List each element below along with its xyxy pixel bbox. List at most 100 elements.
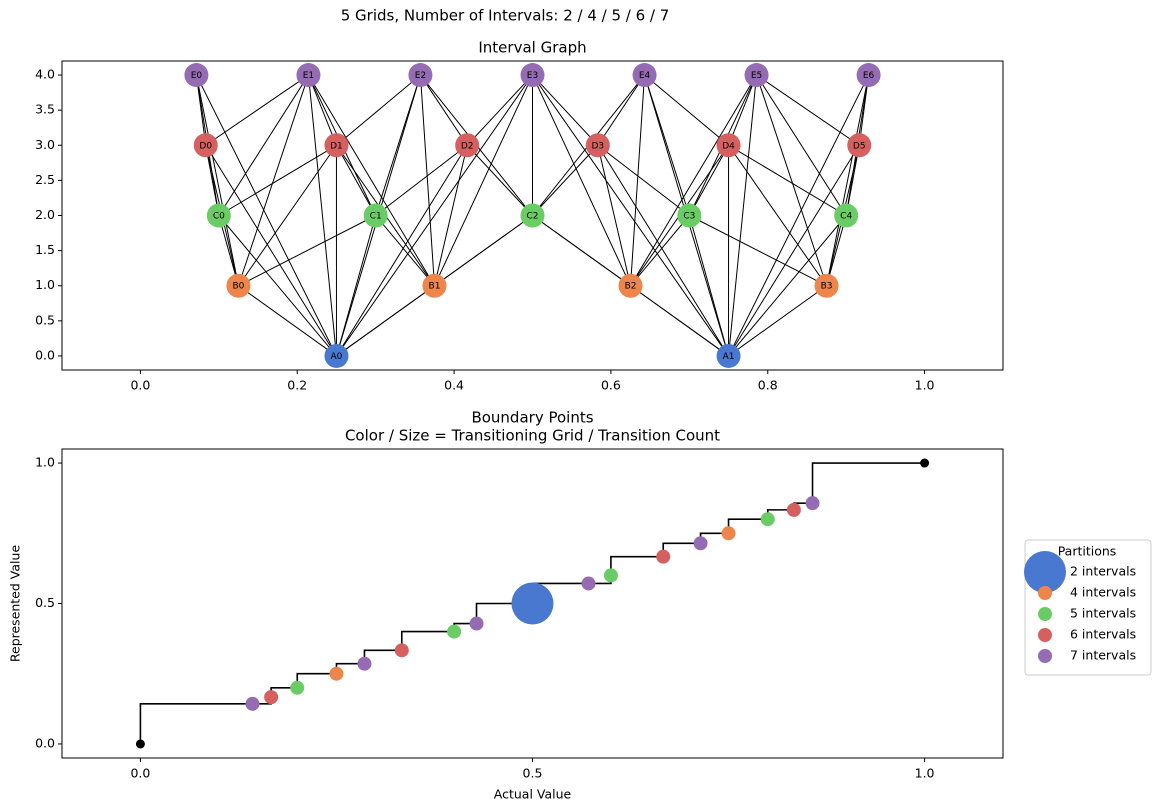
x-tick-label: 1.0	[915, 378, 935, 393]
node	[585, 133, 610, 158]
node-label: D2	[461, 141, 474, 151]
node-label: E0	[191, 71, 203, 81]
edge	[597, 74, 645, 146]
node	[422, 273, 447, 298]
node	[632, 63, 657, 88]
node	[363, 203, 388, 228]
node-label: C1	[370, 212, 382, 222]
boundary-point	[290, 680, 305, 695]
node-label: C2	[526, 212, 538, 222]
node-label: E3	[527, 71, 538, 81]
node-label: C4	[840, 212, 852, 222]
node-label: D4	[722, 141, 735, 151]
x-tick-label: 0.0	[130, 378, 150, 393]
node-label: E5	[751, 71, 762, 81]
edge	[630, 75, 646, 286]
edge	[238, 144, 337, 287]
boundary-point	[469, 616, 484, 631]
y-tick-label: 2.5	[35, 172, 55, 187]
edge	[728, 74, 870, 357]
edge	[218, 215, 239, 286]
legend-label: 2 intervals	[1070, 564, 1136, 579]
node-label: B2	[625, 282, 637, 292]
edge	[597, 145, 729, 357]
edge	[728, 145, 860, 357]
y-tick-label: 0.5	[35, 595, 55, 610]
edge	[336, 145, 468, 357]
edge	[434, 215, 533, 287]
node	[184, 63, 209, 88]
boundary-point	[245, 696, 260, 711]
boundary-point	[693, 536, 708, 551]
edge	[644, 74, 729, 146]
legend-marker	[1038, 628, 1052, 642]
node	[847, 133, 872, 158]
y-tick-label: 1.0	[35, 277, 55, 292]
edge	[307, 74, 337, 357]
boundary-point	[511, 582, 554, 625]
edge	[532, 215, 631, 287]
legend-marker	[1038, 607, 1052, 621]
node-label: A1	[723, 352, 735, 362]
node	[744, 63, 769, 88]
edge	[728, 74, 758, 146]
node-label: E6	[863, 71, 875, 81]
edge	[434, 74, 533, 286]
endpoint	[920, 458, 930, 468]
edge	[195, 74, 239, 286]
node	[677, 203, 702, 228]
boundary-point	[447, 624, 462, 639]
edge	[375, 74, 421, 216]
edge	[688, 145, 729, 216]
boundary-point	[786, 502, 801, 517]
edges	[195, 74, 870, 357]
edge	[433, 145, 468, 286]
edge	[728, 144, 827, 287]
y-tick-label: 3.5	[35, 102, 55, 117]
boundary-point	[805, 496, 820, 511]
y-tick-label: 1.0	[35, 455, 55, 470]
legend-marker	[1038, 586, 1052, 600]
edge	[466, 144, 533, 216]
y-axis-label: Represented Value	[8, 545, 23, 663]
edge	[728, 285, 827, 357]
edge	[237, 74, 309, 286]
node-label: B0	[232, 282, 244, 292]
edge	[644, 74, 690, 216]
chart-title: Boundary Points	[471, 409, 593, 427]
y-tick-label: 1.5	[35, 242, 55, 257]
edge	[826, 215, 847, 286]
node	[324, 343, 349, 368]
edge	[756, 74, 860, 146]
node	[455, 133, 480, 158]
node-label: E1	[303, 71, 314, 81]
boundary-point	[760, 512, 775, 527]
y-tick-label: 2.0	[35, 207, 55, 222]
legend-title: Partitions	[1058, 544, 1117, 559]
boundary-point	[656, 549, 671, 564]
x-axis-label: Actual Value	[494, 787, 572, 802]
node-label: C3	[683, 212, 695, 222]
x-tick-label: 1.0	[915, 766, 935, 781]
edge	[205, 145, 337, 357]
legend-label: 6 intervals	[1070, 627, 1136, 642]
edge	[597, 144, 690, 216]
node	[856, 63, 881, 88]
node	[520, 203, 545, 228]
edge	[375, 144, 468, 216]
boundary-point	[329, 666, 344, 681]
edge	[826, 74, 870, 286]
y-tick-label: 4.0	[35, 67, 55, 82]
edge	[307, 74, 337, 146]
edge	[532, 74, 599, 146]
axes-frame	[61, 448, 1004, 759]
node-label: C0	[213, 212, 225, 222]
node-label: D1	[330, 141, 343, 151]
node	[324, 133, 349, 158]
edge	[756, 74, 847, 216]
node	[520, 63, 545, 88]
node-label: B3	[821, 282, 833, 292]
edge	[420, 74, 468, 146]
node-label: B1	[429, 282, 441, 292]
boundary-point	[581, 576, 596, 591]
